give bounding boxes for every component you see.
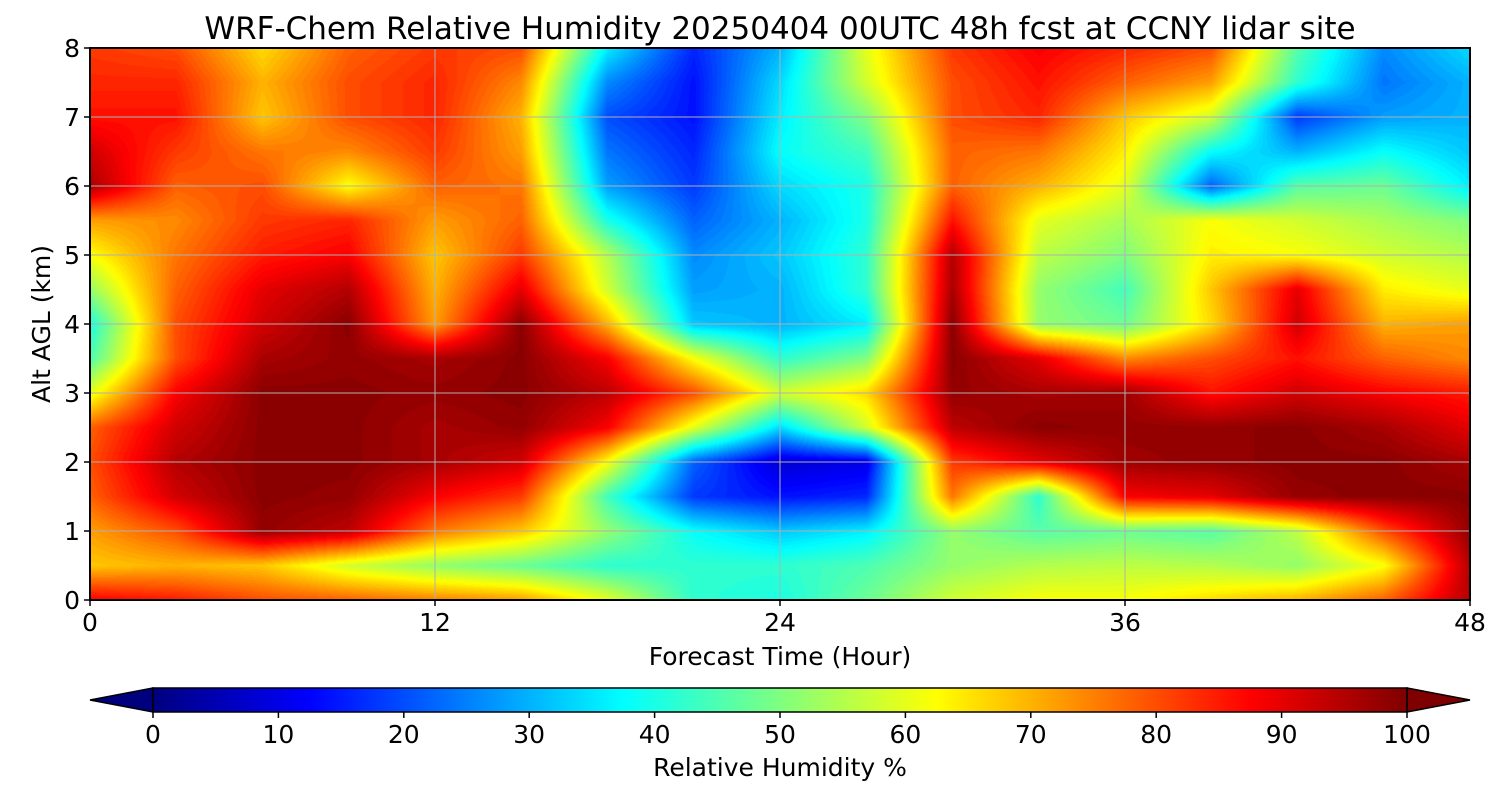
y-tick-label: 2: [64, 448, 80, 477]
colorbar-tick-label: 80: [1140, 720, 1172, 749]
x-tick-label: 48: [1454, 608, 1486, 637]
colorbar-ticks: 0 10 20 30 40 50 60 70 80 90 100: [145, 712, 1431, 749]
colorbar-tick-label: 10: [262, 720, 294, 749]
x-axis-title: Forecast Time (Hour): [649, 642, 912, 671]
x-tick-label: 0: [82, 608, 98, 637]
colorbar-tick-label: 100: [1383, 720, 1431, 749]
grid: [90, 48, 1470, 600]
y-axis-title: Alt AGL (km): [27, 245, 56, 403]
colorbar-extend-low: [89, 687, 154, 713]
colorbar-tick-label: 0: [145, 720, 161, 749]
y-tick-label: 5: [64, 241, 80, 270]
chart-title: WRF-Chem Relative Humidity 20250404 00UT…: [204, 11, 1355, 47]
y-tick-label: 8: [64, 34, 80, 63]
colorbar-tick-label: 60: [889, 720, 921, 749]
y-tick-label: 7: [64, 103, 80, 132]
colorbar-gradient: [152, 687, 1408, 713]
colorbar-tick-label: 30: [513, 720, 545, 749]
colorbar-label: Relative Humidity %: [653, 753, 907, 782]
x-axis: 0 12 24 36 48: [82, 600, 1486, 637]
y-tick-label: 3: [64, 379, 80, 408]
colorbar-tick-label: 40: [639, 720, 671, 749]
colorbar-tick-label: 20: [388, 720, 420, 749]
y-tick-label: 0: [64, 586, 80, 615]
y-tick-label: 1: [64, 517, 80, 546]
colorbar: 0 10 20 30 40 50 60 70 80 90 100 Relative Humidity…: [89, 687, 1471, 782]
x-tick-label: 12: [419, 608, 451, 637]
x-tick-label: 24: [764, 608, 796, 637]
x-tick-label: 36: [1109, 608, 1141, 637]
y-tick-label: 6: [64, 172, 80, 201]
colorbar-tick-label: 70: [1015, 720, 1047, 749]
colorbar-tick-label: 50: [764, 720, 796, 749]
colorbar-tick-label: 90: [1266, 720, 1298, 749]
y-axis: 0 1 2 3 4 5 6 7 8: [64, 34, 90, 615]
y-tick-label: 4: [64, 310, 80, 339]
colorbar-extend-high: [1406, 687, 1471, 713]
plot-area: [89, 47, 1471, 601]
